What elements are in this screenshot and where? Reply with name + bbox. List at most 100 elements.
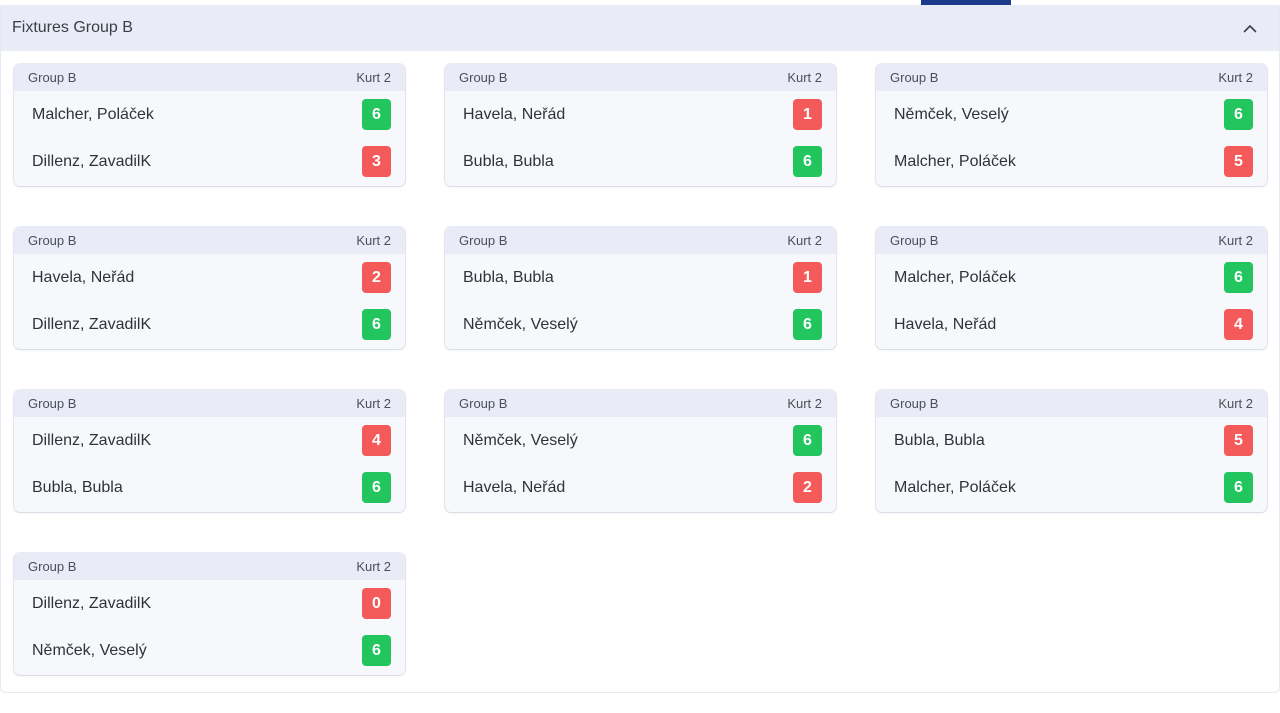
match-card[interactable]: Group B Kurt 2 Havela, Neřád 2 Dillenz, … xyxy=(14,227,405,349)
team-name: Bubla, Bubla xyxy=(463,152,554,170)
team-row: Bubla, Bubla 6 xyxy=(445,138,836,185)
match-group: Group B xyxy=(28,559,77,574)
team-row: Dillenz, ZavadilK 6 xyxy=(14,301,405,348)
team-name: Dillenz, ZavadilK xyxy=(32,152,152,170)
match-card[interactable]: Group B Kurt 2 Bubla, Bubla 5 Malcher, P… xyxy=(876,390,1267,512)
match-card-header: Group B Kurt 2 xyxy=(14,64,405,91)
score-badge: 3 xyxy=(362,146,391,177)
team-name: Havela, Neřád xyxy=(463,105,566,123)
score-badge: 6 xyxy=(1224,472,1253,503)
team-name: Havela, Neřád xyxy=(32,268,135,286)
score-badge: 2 xyxy=(793,472,822,503)
match-group: Group B xyxy=(459,396,508,411)
team-name: Dillenz, ZavadilK xyxy=(32,431,152,449)
score-badge: 2 xyxy=(362,262,391,293)
match-court: Kurt 2 xyxy=(787,396,822,411)
score-badge: 6 xyxy=(362,472,391,503)
team-name: Malcher, Poláček xyxy=(894,152,1016,170)
match-court: Kurt 2 xyxy=(356,559,391,574)
score-badge: 6 xyxy=(793,146,822,177)
team-row: Malcher, Poláček 6 xyxy=(876,464,1267,511)
team-row: Dillenz, ZavadilK 4 xyxy=(14,417,405,464)
match-group: Group B xyxy=(459,233,508,248)
team-row: Němček, Veselý 6 xyxy=(14,627,405,674)
team-row: Bubla, Bubla 1 xyxy=(445,254,836,301)
team-name: Havela, Neřád xyxy=(894,315,997,333)
score-badge: 6 xyxy=(793,309,822,340)
score-badge: 1 xyxy=(793,99,822,130)
team-name: Malcher, Poláček xyxy=(894,478,1016,496)
match-card-header: Group B Kurt 2 xyxy=(14,390,405,417)
match-card-header: Group B Kurt 2 xyxy=(876,64,1267,91)
active-tab-indicator xyxy=(921,0,1011,5)
match-group: Group B xyxy=(28,396,77,411)
score-badge: 4 xyxy=(1224,309,1253,340)
score-badge: 5 xyxy=(1224,146,1253,177)
team-row: Dillenz, ZavadilK 0 xyxy=(14,580,405,627)
match-group: Group B xyxy=(890,396,939,411)
score-badge: 1 xyxy=(793,262,822,293)
match-card[interactable]: Group B Kurt 2 Němček, Veselý 6 Malcher,… xyxy=(876,64,1267,186)
team-row: Havela, Neřád 1 xyxy=(445,91,836,138)
team-row: Malcher, Poláček 5 xyxy=(876,138,1267,185)
match-court: Kurt 2 xyxy=(356,396,391,411)
match-card[interactable]: Group B Kurt 2 Malcher, Poláček 6 Havela… xyxy=(876,227,1267,349)
team-name: Malcher, Poláček xyxy=(32,105,154,123)
score-badge: 6 xyxy=(1224,99,1253,130)
match-card[interactable]: Group B Kurt 2 Bubla, Bubla 1 Němček, Ve… xyxy=(445,227,836,349)
team-row: Němček, Veselý 6 xyxy=(876,91,1267,138)
match-card[interactable]: Group B Kurt 2 Havela, Neřád 1 Bubla, Bu… xyxy=(445,64,836,186)
match-card-header: Group B Kurt 2 xyxy=(876,390,1267,417)
match-card-header: Group B Kurt 2 xyxy=(14,553,405,580)
match-court: Kurt 2 xyxy=(1218,396,1253,411)
team-row: Němček, Veselý 6 xyxy=(445,417,836,464)
score-badge: 6 xyxy=(362,99,391,130)
match-court: Kurt 2 xyxy=(356,233,391,248)
team-name: Němček, Veselý xyxy=(32,641,147,659)
match-card-header: Group B Kurt 2 xyxy=(445,390,836,417)
fixtures-grid: Group B Kurt 2 Malcher, Poláček 6 Dillen… xyxy=(14,64,1267,675)
match-card[interactable]: Group B Kurt 2 Dillenz, ZavadilK 0 Němče… xyxy=(14,553,405,675)
team-row: Havela, Neřád 2 xyxy=(445,464,836,511)
panel-title: Fixtures Group B xyxy=(12,19,133,36)
match-group: Group B xyxy=(890,70,939,85)
team-row: Němček, Veselý 6 xyxy=(445,301,836,348)
team-row: Malcher, Poláček 6 xyxy=(14,91,405,138)
team-name: Bubla, Bubla xyxy=(894,431,985,449)
match-court: Kurt 2 xyxy=(787,70,822,85)
match-court: Kurt 2 xyxy=(1218,70,1253,85)
score-badge: 6 xyxy=(793,425,822,456)
score-badge: 0 xyxy=(362,588,391,619)
team-row: Dillenz, ZavadilK 3 xyxy=(14,138,405,185)
team-name: Dillenz, ZavadilK xyxy=(32,594,152,612)
match-card-header: Group B Kurt 2 xyxy=(14,227,405,254)
match-group: Group B xyxy=(459,70,508,85)
team-row: Havela, Neřád 2 xyxy=(14,254,405,301)
score-badge: 6 xyxy=(362,635,391,666)
match-card[interactable]: Group B Kurt 2 Malcher, Poláček 6 Dillen… xyxy=(14,64,405,186)
team-name: Bubla, Bubla xyxy=(32,478,123,496)
match-group: Group B xyxy=(890,233,939,248)
match-court: Kurt 2 xyxy=(1218,233,1253,248)
team-row: Havela, Neřád 4 xyxy=(876,301,1267,348)
match-court: Kurt 2 xyxy=(356,70,391,85)
chevron-up-icon[interactable] xyxy=(1243,21,1257,35)
match-group: Group B xyxy=(28,70,77,85)
team-name: Dillenz, ZavadilK xyxy=(32,315,152,333)
match-group: Group B xyxy=(28,233,77,248)
team-row: Bubla, Bubla 5 xyxy=(876,417,1267,464)
match-court: Kurt 2 xyxy=(787,233,822,248)
match-card[interactable]: Group B Kurt 2 Dillenz, ZavadilK 4 Bubla… xyxy=(14,390,405,512)
team-row: Bubla, Bubla 6 xyxy=(14,464,405,511)
match-card-header: Group B Kurt 2 xyxy=(445,227,836,254)
team-name: Malcher, Poláček xyxy=(894,268,1016,286)
score-badge: 6 xyxy=(362,309,391,340)
panel-header[interactable]: Fixtures Group B xyxy=(1,5,1279,51)
match-card-header: Group B Kurt 2 xyxy=(445,64,836,91)
team-name: Němček, Veselý xyxy=(463,431,578,449)
score-badge: 6 xyxy=(1224,262,1253,293)
team-row: Malcher, Poláček 6 xyxy=(876,254,1267,301)
team-name: Bubla, Bubla xyxy=(463,268,554,286)
fixtures-panel: Fixtures Group B Group B Kurt 2 Malcher,… xyxy=(0,5,1280,693)
match-card[interactable]: Group B Kurt 2 Němček, Veselý 6 Havela, … xyxy=(445,390,836,512)
